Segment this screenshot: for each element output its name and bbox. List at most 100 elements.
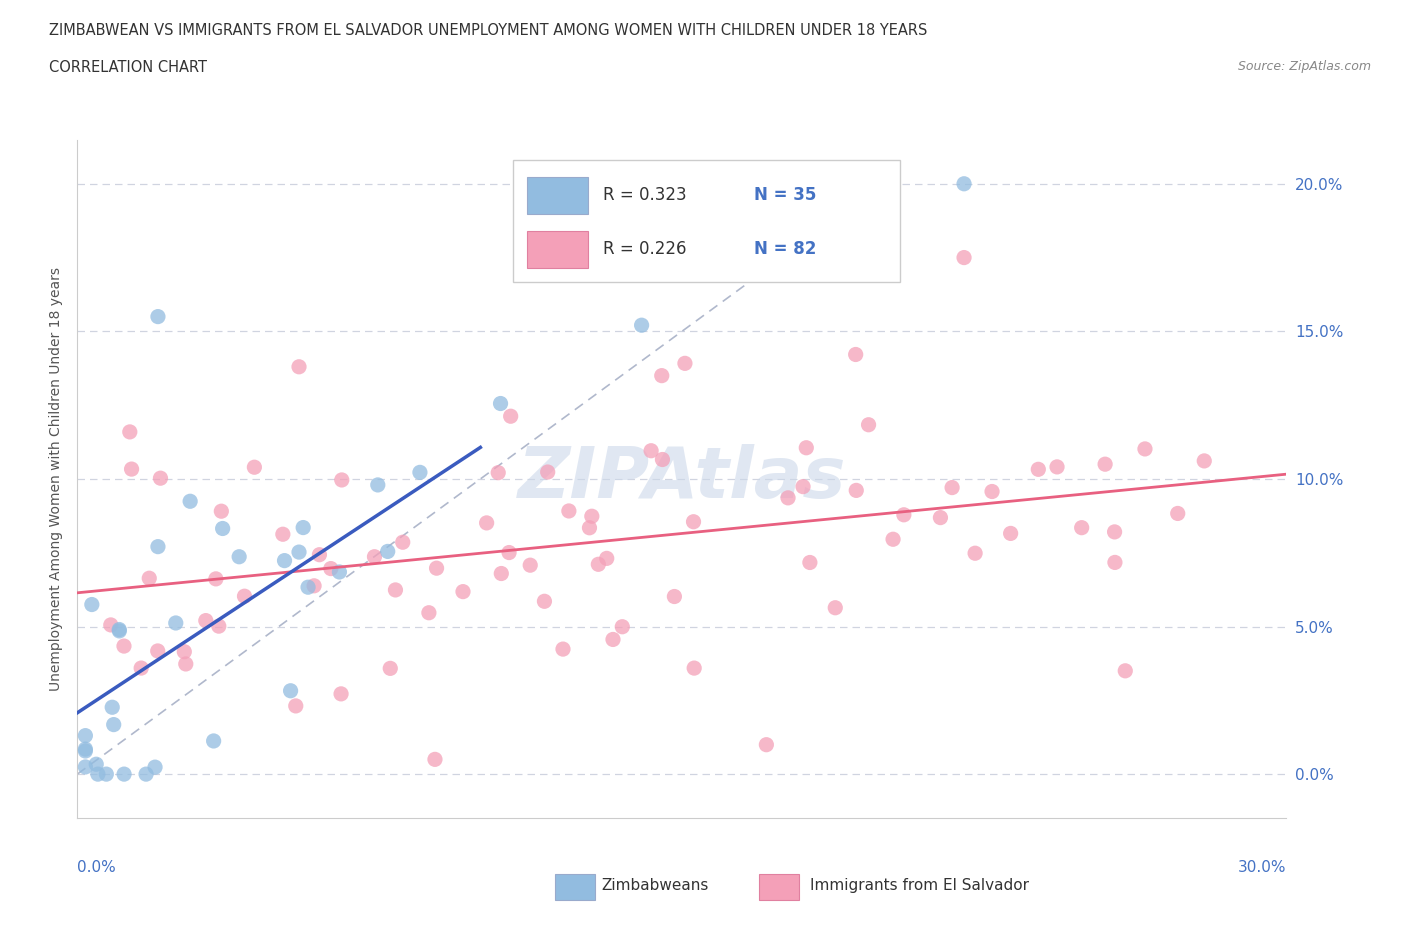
Point — [519, 558, 541, 573]
Point — [146, 539, 169, 554]
Point — [651, 368, 673, 383]
Point — [558, 503, 581, 518]
Text: ZIMBABWEAN VS IMMIGRANTS FROM EL SALVADOR UNEMPLOYMENT AMONG WOMEN WITH CHILDREN: ZIMBABWEAN VS IMMIGRANTS FROM EL SALVADO… — [49, 23, 928, 38]
Point — [602, 632, 624, 647]
Point — [292, 520, 315, 535]
Point — [101, 699, 124, 714]
Point — [228, 550, 250, 565]
Point — [941, 480, 963, 495]
Point — [194, 613, 217, 628]
Point — [75, 744, 97, 759]
Point — [233, 589, 256, 604]
Point — [1104, 555, 1126, 570]
Point — [377, 544, 399, 559]
Point — [893, 508, 915, 523]
Point — [330, 686, 353, 701]
Text: R = 0.323: R = 0.323 — [603, 186, 688, 205]
Point — [165, 616, 187, 631]
Point — [271, 526, 294, 541]
Point — [1114, 663, 1136, 678]
Point — [174, 657, 197, 671]
FancyBboxPatch shape — [527, 177, 588, 214]
FancyBboxPatch shape — [527, 232, 588, 269]
Point — [1133, 442, 1156, 457]
Point — [328, 565, 350, 579]
Point — [475, 515, 498, 530]
Point — [112, 639, 135, 654]
Point — [146, 644, 169, 658]
Point — [578, 521, 600, 536]
Point — [202, 734, 225, 749]
Point — [363, 550, 385, 565]
Point — [651, 452, 673, 467]
Point — [845, 347, 868, 362]
Text: R = 0.226: R = 0.226 — [603, 241, 686, 259]
Y-axis label: Unemployment Among Women with Children Under 18 years: Unemployment Among Women with Children U… — [49, 267, 63, 691]
Point — [391, 535, 413, 550]
Point — [409, 465, 432, 480]
Point — [596, 551, 619, 565]
Point — [537, 465, 560, 480]
Text: ZIPAtlas: ZIPAtlas — [517, 445, 846, 513]
Point — [319, 561, 342, 576]
Point — [149, 471, 172, 485]
Point — [121, 461, 143, 476]
Point — [1000, 526, 1022, 541]
Point — [380, 661, 402, 676]
Point — [96, 766, 118, 781]
Text: Source: ZipAtlas.com: Source: ZipAtlas.com — [1237, 60, 1371, 73]
Text: 0.0%: 0.0% — [77, 860, 117, 875]
Point — [1070, 520, 1092, 535]
Point — [75, 760, 97, 775]
Point — [664, 589, 686, 604]
Point — [108, 623, 131, 638]
Point — [103, 717, 125, 732]
Point — [451, 584, 474, 599]
Point — [929, 511, 952, 525]
Point — [308, 547, 330, 562]
Point — [135, 766, 157, 781]
Point — [486, 465, 509, 480]
Point — [799, 555, 821, 570]
Point — [297, 579, 319, 594]
Point — [205, 571, 228, 586]
Point — [243, 459, 266, 474]
Point — [792, 479, 814, 494]
Point — [953, 177, 976, 192]
Point — [794, 440, 817, 455]
Text: Zimbabweans: Zimbabweans — [602, 878, 709, 893]
FancyBboxPatch shape — [513, 160, 900, 282]
Point — [288, 359, 311, 374]
Point — [75, 741, 97, 756]
Point — [776, 490, 799, 505]
Point — [953, 250, 976, 265]
Point — [533, 594, 555, 609]
Point — [858, 418, 880, 432]
Point — [138, 571, 160, 586]
Point — [673, 356, 696, 371]
Point — [845, 483, 868, 498]
Point — [143, 760, 166, 775]
Point — [499, 409, 522, 424]
Point — [1046, 459, 1069, 474]
Point — [179, 494, 201, 509]
Point — [418, 605, 440, 620]
Point — [367, 477, 389, 492]
Point — [80, 597, 103, 612]
Point — [208, 618, 231, 633]
Point — [612, 619, 634, 634]
Point — [1094, 457, 1116, 472]
Point — [491, 566, 513, 581]
Point — [129, 660, 152, 675]
Point — [588, 557, 610, 572]
Point — [384, 582, 406, 597]
Point — [811, 196, 834, 211]
Point — [755, 737, 778, 752]
Point — [498, 545, 520, 560]
Point — [551, 642, 574, 657]
Point — [211, 521, 233, 536]
Point — [284, 698, 307, 713]
Text: 30.0%: 30.0% — [1239, 860, 1286, 875]
Point — [273, 553, 295, 568]
Point — [683, 660, 706, 675]
